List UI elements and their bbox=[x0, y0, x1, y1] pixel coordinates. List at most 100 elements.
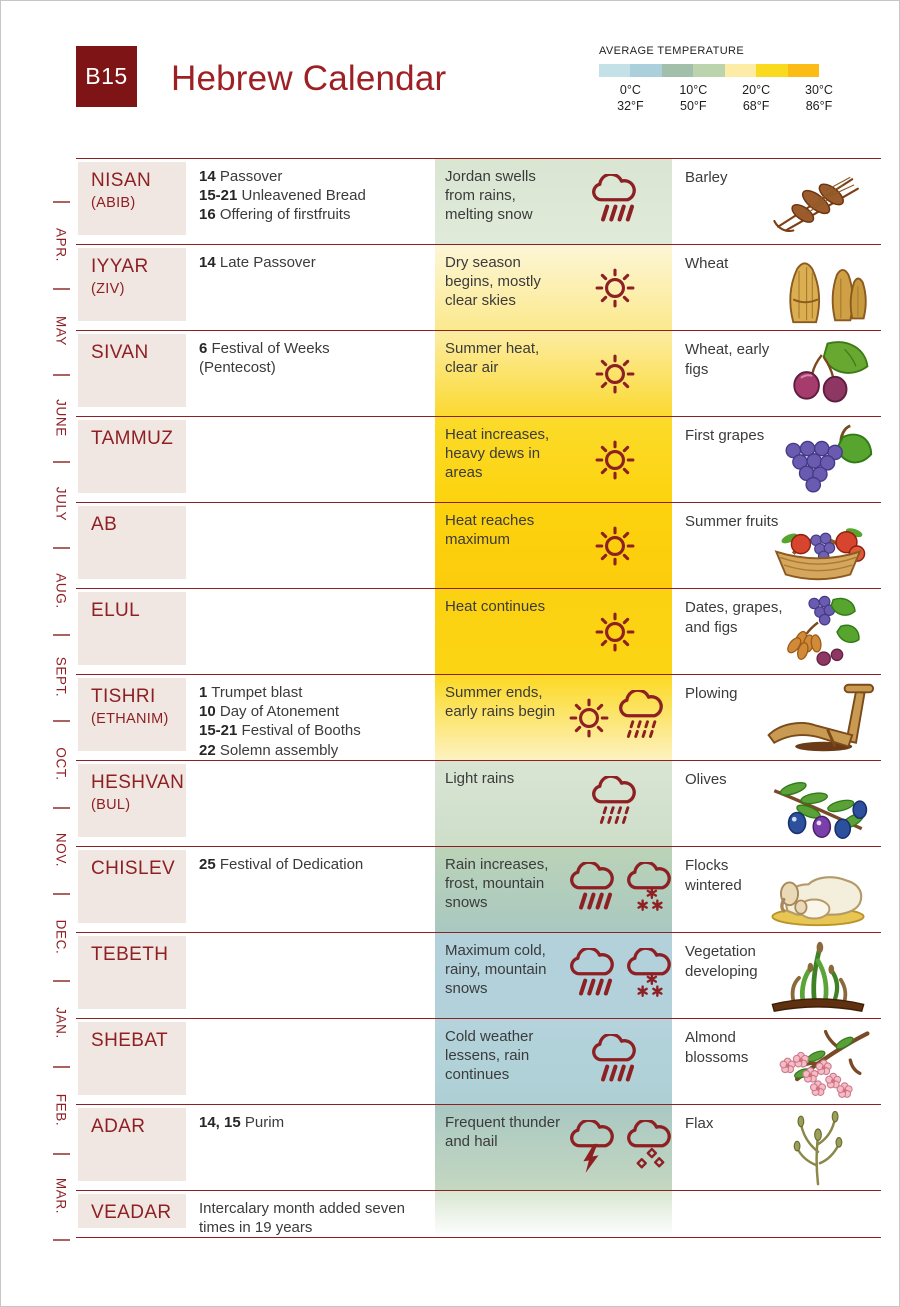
tick-dash bbox=[53, 1239, 70, 1241]
fahrenheit-value: 50°F bbox=[680, 99, 707, 114]
crop-label: Wheat bbox=[685, 255, 729, 272]
weather-description: Heat continues bbox=[445, 598, 546, 615]
hebrew-month-cell: HESHVAN (BUL) bbox=[78, 764, 186, 837]
crop-label: Vegetation developing bbox=[685, 943, 758, 980]
festivals-cell: 1 Trumpet blast 10 Day of Atonement 15-21 … bbox=[186, 675, 435, 760]
festival-date: 14 bbox=[199, 168, 216, 185]
festival-entry: 10 Day of Atonement bbox=[199, 702, 407, 721]
weather-icons bbox=[567, 1114, 680, 1190]
gregorian-month-label: MAY bbox=[53, 315, 69, 347]
festivals-cell bbox=[186, 417, 435, 502]
festivals-cell: 14, 15 Purim bbox=[186, 1105, 435, 1190]
gregorian-month-label: SEPT. bbox=[53, 656, 69, 698]
festival-date: 15-21 bbox=[199, 187, 238, 205]
crop-label: First grapes bbox=[685, 427, 765, 444]
crop-label: Dates, grapes, and figs bbox=[685, 599, 783, 636]
festival-date: 10 bbox=[199, 703, 216, 721]
mixed-fruit-illustration bbox=[759, 594, 877, 670]
hebrew-month-name: HESHVAN bbox=[91, 772, 185, 793]
weather-description: Summer ends, early rains begin bbox=[445, 684, 556, 720]
festivals-cell: 14 Late Passover bbox=[186, 245, 435, 330]
page-title: Hebrew Calendar bbox=[171, 59, 447, 98]
festival-name: Offering of firstfruits bbox=[219, 206, 351, 224]
month-row: ADAR 14, 15 Purim Frequent thunder and h… bbox=[76, 1104, 881, 1190]
hebrew-month-alt-name: (ABIB) bbox=[91, 195, 136, 211]
tick-dash bbox=[53, 460, 70, 463]
sun-icon bbox=[593, 438, 637, 482]
month-row: AB Heat reaches maximum Summer fruits bbox=[76, 502, 881, 588]
hebrew-month-cell: AB bbox=[78, 506, 186, 579]
festival-date: 6 bbox=[199, 340, 208, 357]
festivals-cell bbox=[186, 1019, 435, 1104]
weather-icons bbox=[567, 340, 666, 416]
hebrew-month-cell: ELUL bbox=[78, 592, 186, 665]
gregorian-month-label: AUG. bbox=[53, 572, 69, 609]
hebrew-month-name: AB bbox=[91, 514, 118, 535]
temperature-legend: AVERAGE TEMPERATURE 0°C 32°F 10°C 50°F 20°C 6… bbox=[599, 45, 833, 116]
temperature-swatch bbox=[630, 64, 662, 77]
weather-description: Light rains bbox=[445, 770, 515, 787]
hebrew-month-name: VEADAR bbox=[91, 1202, 172, 1223]
tick-dash bbox=[53, 893, 70, 895]
crop-label: Wheat, early figs bbox=[685, 341, 770, 378]
hebrew-month-name: IYYAR bbox=[91, 256, 149, 277]
sun-icon bbox=[567, 696, 611, 740]
temperature-scale-label: 30°C 86°F bbox=[805, 82, 833, 115]
weather-icons bbox=[567, 426, 666, 502]
weather-cell: Light rains bbox=[435, 761, 672, 846]
rain-light-icon bbox=[616, 689, 668, 747]
gregorian-month-label: FEB. bbox=[53, 1093, 69, 1126]
hebrew-month-cell: SIVAN bbox=[78, 334, 186, 407]
sun-icon bbox=[593, 266, 637, 310]
plow-illustration bbox=[759, 680, 877, 756]
gregorian-month-label: APR. bbox=[53, 227, 69, 262]
gregorian-month-label: JAN. bbox=[53, 1007, 69, 1039]
weather-description: Cold weather lessens, rain continues bbox=[445, 1028, 534, 1083]
hebrew-month-alt-name: (BUL) bbox=[91, 797, 131, 813]
festival-name: Festival of Weeks (Pentecost) bbox=[199, 340, 330, 377]
crop-label: Almond blossoms bbox=[685, 1029, 749, 1066]
gregorian-month-label: JULY bbox=[53, 486, 69, 522]
hebrew-month-name: ELUL bbox=[91, 600, 141, 621]
fahrenheit-value: 32°F bbox=[617, 99, 644, 114]
hebrew-month-alt-name: (ETHANIM) bbox=[91, 711, 169, 727]
festival-name: Intercalary month added seven times in 1… bbox=[199, 1200, 405, 1237]
temperature-swatch bbox=[693, 64, 725, 77]
crops-cell: First grapes bbox=[672, 417, 881, 502]
crop-label: Barley bbox=[685, 169, 728, 186]
celsius-value: 20°C bbox=[742, 83, 771, 97]
hebrew-month-name: TAMMUZ bbox=[91, 428, 174, 449]
hebrew-month-alt-name: (ZIV) bbox=[91, 281, 125, 297]
hebrew-month-cell: NISAN (ABIB) bbox=[78, 162, 186, 235]
crop-label: Olives bbox=[685, 771, 727, 788]
weather-icons bbox=[567, 770, 666, 846]
temperature-scale-label: 10°C 50°F bbox=[679, 82, 707, 115]
festival-entry: 25 Festival of Dedication bbox=[199, 855, 407, 874]
weather-icons bbox=[567, 168, 666, 244]
weather-description: Maximum cold, rainy, mountain snows bbox=[445, 942, 547, 997]
crop-label: Flocks wintered bbox=[685, 857, 742, 894]
temperature-scale-labels: 0°C 32°F 10°C 50°F 20°C 68°F 30°C 86°F bbox=[599, 82, 833, 116]
weather-cell: Heat reaches maximum bbox=[435, 503, 672, 588]
festivals-cell bbox=[186, 761, 435, 846]
weather-cell: Summer ends, early rains begin bbox=[435, 675, 672, 760]
fahrenheit-value: 68°F bbox=[742, 99, 770, 114]
festival-name: Solemn assembly bbox=[219, 741, 339, 759]
weather-cell: Heat continues bbox=[435, 589, 672, 674]
crops-cell: Wheat, early figs bbox=[672, 331, 881, 416]
temperature-swatch bbox=[724, 64, 757, 77]
weather-description: Rain increases, frost, mountain snows bbox=[445, 856, 549, 911]
month-row: TAMMUZ Heat increases, heavy dews in are… bbox=[76, 416, 881, 502]
festival-date: 22 bbox=[199, 741, 216, 759]
tick-dash bbox=[53, 979, 70, 982]
festival-entry: 14 Passover bbox=[199, 167, 407, 186]
crops-cell: Olives bbox=[672, 761, 881, 846]
festival-name: Festival of Booths bbox=[241, 722, 361, 740]
flax-illustration bbox=[759, 1110, 877, 1186]
weather-description: Heat increases, heavy dews in areas bbox=[445, 426, 550, 481]
crops-cell: Wheat bbox=[672, 245, 881, 330]
gregorian-month-label: MAR. bbox=[53, 1177, 69, 1215]
tick-dash bbox=[53, 374, 70, 376]
weather-icons bbox=[567, 684, 672, 760]
temperature-swatch bbox=[787, 64, 819, 77]
